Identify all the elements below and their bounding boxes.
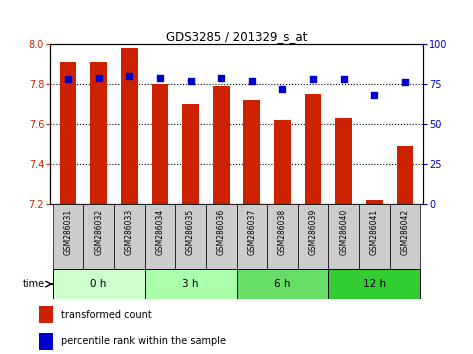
Bar (335, 118, 352, 204)
Bar (60, 62, 77, 204)
Text: 3 h: 3 h (182, 279, 199, 289)
FancyBboxPatch shape (53, 269, 145, 299)
Bar (39, 333, 53, 350)
Point (279, 86, 286, 92)
FancyBboxPatch shape (175, 204, 206, 269)
Point (95, 75, 103, 80)
Bar (366, 200, 383, 204)
Point (187, 78, 194, 84)
Bar (213, 86, 229, 204)
FancyBboxPatch shape (328, 269, 420, 299)
FancyBboxPatch shape (145, 269, 236, 299)
Text: GSM286038: GSM286038 (278, 209, 287, 255)
Text: GSM286042: GSM286042 (401, 209, 410, 255)
Text: time: time (23, 279, 45, 289)
FancyBboxPatch shape (83, 204, 114, 269)
Point (248, 78, 255, 84)
Text: GSM286033: GSM286033 (125, 209, 134, 255)
Point (125, 73, 133, 79)
FancyBboxPatch shape (145, 204, 175, 269)
Bar (182, 104, 199, 204)
Text: transformed count: transformed count (61, 310, 151, 320)
Bar (39, 306, 53, 323)
Title: GDS3285 / 201329_s_at: GDS3285 / 201329_s_at (166, 30, 307, 43)
FancyBboxPatch shape (236, 204, 267, 269)
FancyBboxPatch shape (298, 204, 328, 269)
Text: GSM286034: GSM286034 (156, 209, 165, 255)
Bar (396, 146, 413, 204)
Point (218, 75, 225, 80)
Point (64, 76, 72, 82)
Point (156, 75, 164, 80)
Text: GSM286035: GSM286035 (186, 209, 195, 255)
Point (370, 92, 378, 98)
Bar (244, 100, 260, 204)
FancyBboxPatch shape (53, 204, 83, 269)
Text: GSM286032: GSM286032 (94, 209, 103, 255)
FancyBboxPatch shape (390, 204, 420, 269)
Text: GSM286040: GSM286040 (339, 209, 348, 255)
Text: 0 h: 0 h (90, 279, 107, 289)
Bar (121, 48, 138, 204)
Bar (274, 120, 291, 204)
Bar (90, 62, 107, 204)
FancyBboxPatch shape (236, 269, 328, 299)
Text: GSM286036: GSM286036 (217, 209, 226, 255)
FancyBboxPatch shape (114, 204, 145, 269)
Point (401, 80, 409, 85)
Text: GSM286039: GSM286039 (308, 209, 317, 255)
FancyBboxPatch shape (267, 204, 298, 269)
FancyBboxPatch shape (359, 204, 390, 269)
FancyBboxPatch shape (328, 204, 359, 269)
Text: GSM286037: GSM286037 (247, 209, 256, 255)
Text: 12 h: 12 h (363, 279, 386, 289)
Point (309, 76, 317, 82)
Bar (305, 94, 322, 204)
Text: percentile rank within the sample: percentile rank within the sample (61, 336, 226, 346)
Bar (151, 84, 168, 204)
Text: GSM286031: GSM286031 (63, 209, 72, 255)
FancyBboxPatch shape (206, 204, 236, 269)
Text: GSM286041: GSM286041 (370, 209, 379, 255)
Text: 6 h: 6 h (274, 279, 291, 289)
Point (340, 76, 348, 82)
